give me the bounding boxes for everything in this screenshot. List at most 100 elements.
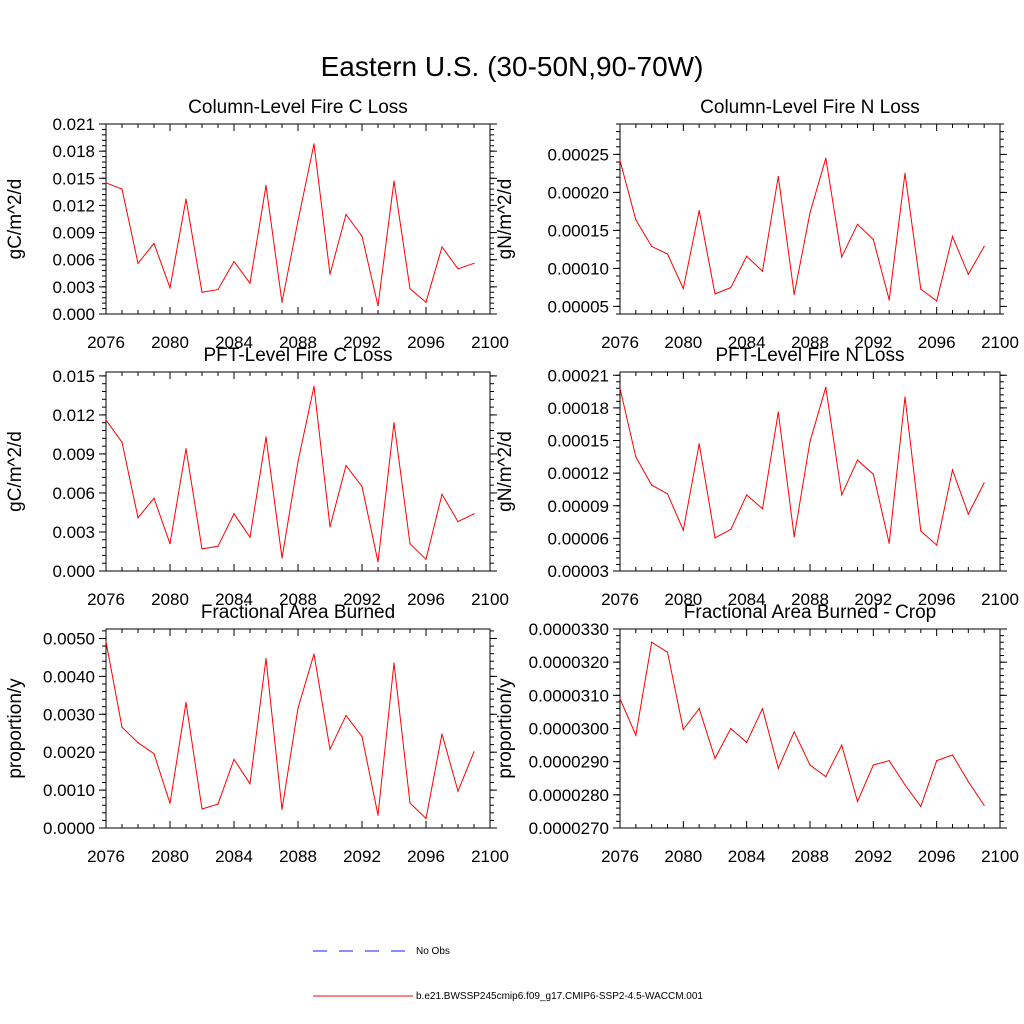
data-point xyxy=(967,273,969,275)
x-tick-label: 2084 xyxy=(728,590,766,609)
data-point xyxy=(651,484,653,486)
x-tick-label: 2076 xyxy=(87,847,125,866)
data-point xyxy=(666,253,669,255)
data-point xyxy=(746,255,748,257)
data-point xyxy=(730,286,732,289)
data-point xyxy=(651,641,653,643)
data-point xyxy=(441,493,443,495)
legend: No Obs b.e21.BWSSP245cmip6.f09_g17.CMIP6… xyxy=(313,946,703,1002)
y-tick-label: 0.00005 xyxy=(548,297,609,316)
data-point xyxy=(265,436,267,438)
data-point xyxy=(361,736,363,738)
data-point xyxy=(249,282,251,284)
data-point xyxy=(265,184,267,187)
x-tick-label: 2088 xyxy=(791,590,829,609)
x-tick-label: 2084 xyxy=(215,590,253,609)
panel-title: PFT-Level Fire N Loss xyxy=(716,345,905,366)
y-tick-label: 0.0030 xyxy=(43,705,95,724)
data-point xyxy=(698,210,700,212)
data-point xyxy=(185,198,187,200)
y-tick-label: 0.0000 xyxy=(43,819,95,838)
y-tick-label: 0.000 xyxy=(52,305,95,324)
legend-no-obs-label: No Obs xyxy=(416,946,450,957)
data-point xyxy=(841,494,843,496)
y-tick-label: 0.0010 xyxy=(43,781,95,800)
x-tick-label: 2080 xyxy=(664,847,702,866)
data-point xyxy=(345,465,347,467)
panels: Column-Level Fire C Loss 2076 2080 2084 2088… xyxy=(5,97,1019,866)
y-axis-label: proportion/y xyxy=(495,678,516,779)
data-point xyxy=(809,764,811,766)
data-point xyxy=(201,548,203,550)
x-tick-label: 2096 xyxy=(407,847,445,866)
y-tick-label: 0.00010 xyxy=(548,259,609,278)
data-point xyxy=(714,293,716,295)
data-point xyxy=(281,301,283,303)
x-tick-label: 2080 xyxy=(664,333,702,352)
data-point xyxy=(425,558,427,560)
y-tick-label: 0.00009 xyxy=(548,497,609,516)
series-line-1 xyxy=(105,386,475,563)
panel-title: Fractional Area Burned - Crop xyxy=(684,602,936,623)
y-tick-label: 0.0020 xyxy=(43,743,95,762)
x-tick-label: 2096 xyxy=(918,847,956,866)
data-point xyxy=(345,714,347,717)
data-point xyxy=(233,758,235,760)
data-point xyxy=(761,270,764,272)
y-axis-label: gN/m^2/d xyxy=(495,431,516,512)
x-tick-label: 2092 xyxy=(854,590,892,609)
data-point xyxy=(904,784,906,786)
chart-panel-4: PFT-Level Fire N Loss 2076 2080 2084 2088 209… xyxy=(495,345,1019,609)
plot-frame xyxy=(105,628,491,829)
data-point xyxy=(777,175,779,178)
x-tick-label: 2100 xyxy=(981,590,1019,609)
series-line-1 xyxy=(619,387,985,547)
x-tick-label: 2092 xyxy=(854,333,892,352)
data-point xyxy=(249,536,251,538)
data-point xyxy=(361,235,363,237)
x-tick-label: 2096 xyxy=(918,590,956,609)
y-tick-label: 0.015 xyxy=(52,169,95,188)
chart-panel-2: Column-Level Fire N Loss 2076 2080 2084 2088… xyxy=(495,97,1019,352)
data-point xyxy=(841,256,843,258)
data-point xyxy=(951,235,954,238)
y-tick-label: 0.006 xyxy=(52,251,95,270)
legend-model-label: b.e21.BWSSP245cmip6.f09_g17.CMIP6-SSP2-4… xyxy=(416,991,703,1002)
x-tick-label: 2084 xyxy=(728,847,766,866)
y-tick-label: 0.018 xyxy=(52,142,95,161)
data-point xyxy=(714,537,716,539)
y-tick-label: 0.00021 xyxy=(548,366,609,385)
x-tick-label: 2100 xyxy=(471,333,509,352)
data-point xyxy=(746,494,748,496)
data-point xyxy=(983,245,985,247)
data-point xyxy=(951,469,954,471)
data-point xyxy=(393,662,395,664)
data-point xyxy=(185,448,187,450)
data-point xyxy=(201,291,203,293)
data-point xyxy=(457,268,459,270)
data-point xyxy=(793,536,795,538)
y-tick-label: 0.00003 xyxy=(548,562,609,581)
data-point xyxy=(473,262,475,264)
y-tick-label: 0.00020 xyxy=(548,183,609,202)
data-point xyxy=(936,300,938,302)
y-tick-label: 0.00015 xyxy=(548,221,609,240)
data-point xyxy=(153,242,155,245)
x-tick-label: 2088 xyxy=(791,333,829,352)
data-point xyxy=(105,419,107,421)
x-tick-label: 2100 xyxy=(471,847,509,866)
data-point xyxy=(185,701,187,704)
data-point xyxy=(920,530,922,532)
x-tick-label: 2076 xyxy=(601,590,639,609)
y-tick-label: 0.003 xyxy=(52,523,95,542)
data-point xyxy=(936,760,938,762)
data-point xyxy=(904,172,906,174)
data-point xyxy=(856,223,859,225)
y-tick-label: 0.0000300 xyxy=(529,720,609,739)
data-point xyxy=(441,733,443,735)
data-point xyxy=(967,513,969,515)
data-point xyxy=(281,808,283,811)
chart-panel-1: Column-Level Fire C Loss 2076 2080 2084 2088… xyxy=(5,97,509,352)
data-point xyxy=(169,543,171,545)
data-point xyxy=(920,805,922,808)
